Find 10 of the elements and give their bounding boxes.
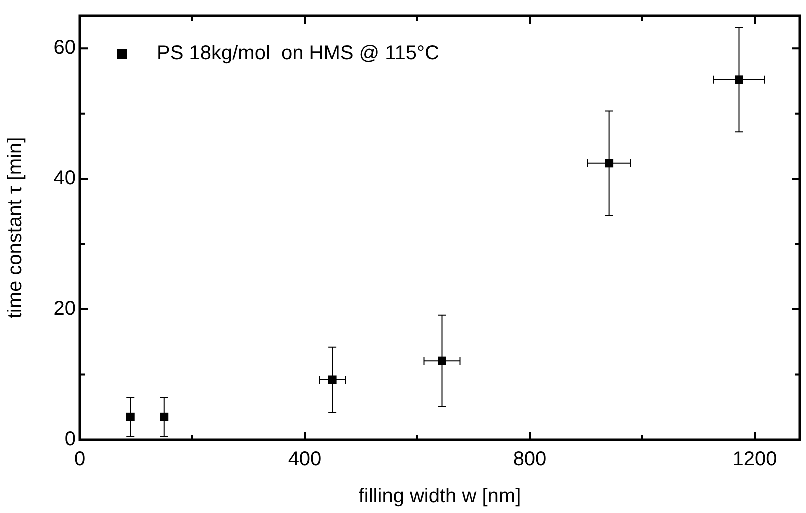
x-tick-label: 1200 — [732, 448, 778, 471]
legend-label: PS 18kg/mol on HMS @ 115°C — [157, 42, 440, 65]
y-tick-label: 0 — [64, 428, 76, 451]
y-axis-title: time constant τ [min] — [4, 137, 27, 319]
x-tick-label: 400 — [288, 448, 322, 471]
x-axis-title: filling width w [nm] — [358, 486, 522, 508]
y-tick-label: 40 — [54, 168, 76, 190]
y-tick-label: 20 — [54, 298, 76, 320]
y-tick-label: 60 — [54, 37, 76, 60]
x-tick-label: 800 — [513, 448, 547, 471]
